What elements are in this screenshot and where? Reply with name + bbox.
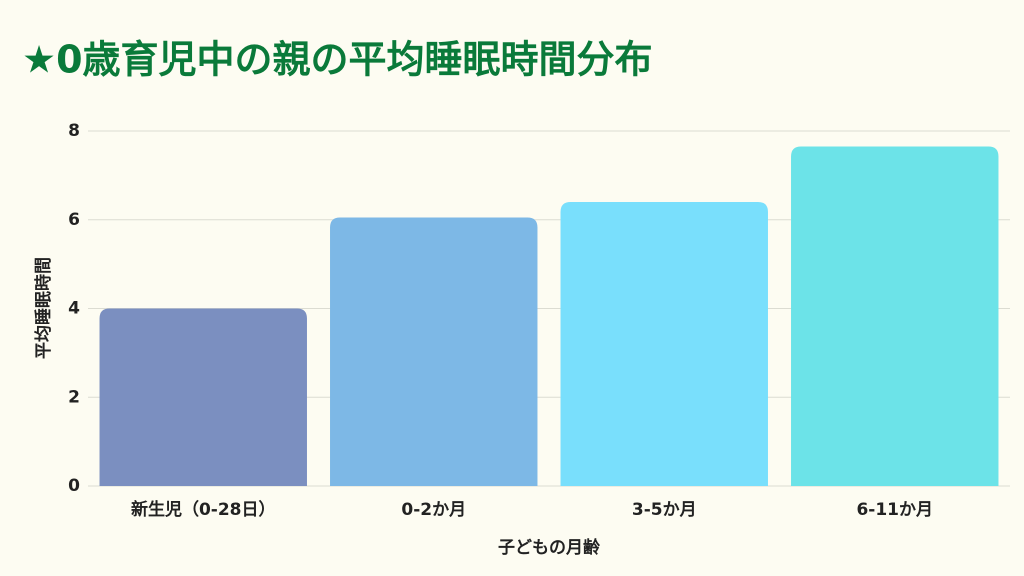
bar — [791, 146, 999, 486]
bar — [330, 217, 538, 486]
y-axis-label: 平均睡眠時間 — [33, 257, 54, 359]
y-tick-label: 2 — [68, 387, 80, 407]
bar — [99, 308, 307, 486]
y-tick-label: 8 — [68, 121, 80, 141]
x-tick-label: 6-11か月 — [856, 500, 933, 520]
x-tick-label: 3-5か月 — [632, 500, 697, 520]
y-tick-label: 6 — [68, 210, 80, 230]
x-tick-label: 新生児（0-28日） — [131, 499, 276, 520]
x-tick-label: 0-2か月 — [401, 500, 466, 520]
x-axis-label: 子どもの月齢 — [498, 537, 601, 558]
y-tick-label: 4 — [68, 299, 80, 319]
y-tick-label: 0 — [68, 476, 80, 496]
chart-title: ★0歳育児中の親の平均睡眠時間分布 — [22, 38, 653, 82]
bar — [560, 202, 768, 486]
